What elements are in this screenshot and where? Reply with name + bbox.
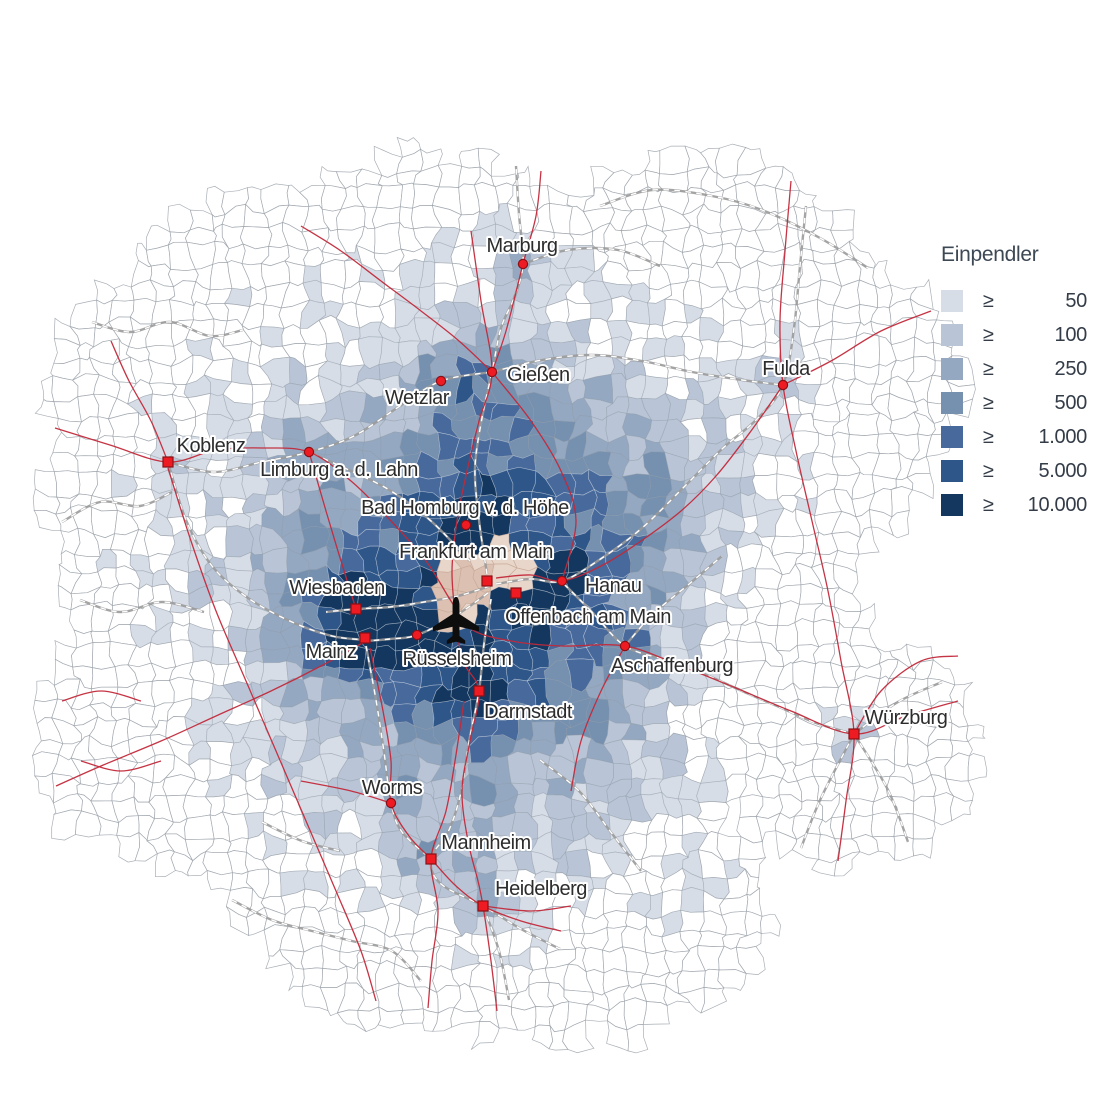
- legend-class-value: 100: [1054, 323, 1088, 346]
- legend-class-value: 5.000: [1038, 459, 1087, 482]
- legend-row: ≥250: [941, 352, 1087, 386]
- city-label: Limburg a. d. Lahn: [260, 459, 418, 481]
- legend-class-value: 1.000: [1038, 425, 1087, 448]
- legend-class-value: 250: [1054, 357, 1088, 380]
- legend-row: ≥50: [941, 284, 1087, 318]
- city-label: Koblenz: [177, 435, 246, 457]
- geq-symbol: ≥: [983, 391, 994, 414]
- city-label: Frankfurt am Main: [399, 541, 553, 563]
- city-label: Hanau: [585, 575, 641, 597]
- city-label: Gießen: [507, 364, 570, 386]
- legend: Einpendler ≥50 ≥100 ≥250 ≥500 ≥1.000 ≥5.000 ≥1…: [941, 243, 1087, 522]
- geq-symbol: ≥: [983, 289, 994, 312]
- city-label: Mainz: [306, 641, 357, 663]
- city-label: Worms: [362, 777, 423, 799]
- city-label: Würzburg: [865, 707, 948, 729]
- legend-class-value: 10.000: [1027, 493, 1088, 516]
- city-marker-dot: [619, 640, 631, 652]
- city-marker-dot: [385, 797, 397, 809]
- legend-swatch: [941, 460, 963, 482]
- city-label: Wetzlar: [385, 387, 450, 409]
- legend-swatch: [941, 290, 963, 312]
- geq-symbol: ≥: [983, 425, 994, 448]
- city-marker-dot: [460, 519, 472, 531]
- city-marker-square: [481, 575, 493, 587]
- legend-class-value: 500: [1054, 391, 1088, 414]
- legend-swatch: [941, 324, 963, 346]
- geq-symbol: ≥: [983, 459, 994, 482]
- city-label: Wiesbaden: [289, 577, 385, 599]
- city-marker-square: [425, 853, 437, 865]
- city-label: Fulda: [762, 358, 811, 380]
- city-marker-square: [848, 728, 860, 740]
- legend-row: ≥500: [941, 386, 1087, 420]
- legend-swatch: [941, 392, 963, 414]
- legend-row: ≥1.000: [941, 420, 1087, 454]
- city-label: Heidelberg: [495, 878, 587, 900]
- city-marker-dot: [556, 575, 568, 587]
- legend-row: ≥5.000: [941, 454, 1087, 488]
- city-label: Mannheim: [441, 832, 530, 854]
- city-marker-square: [477, 900, 489, 912]
- city-marker-square: [510, 587, 522, 599]
- geq-symbol: ≥: [983, 493, 994, 516]
- city-marker-square: [359, 632, 371, 644]
- city-label: Bad Homburg v. d. Höhe: [361, 497, 569, 519]
- legend-title: Einpendler: [941, 243, 1039, 266]
- legend-swatch: [941, 358, 963, 380]
- city-label: Rüsselsheim: [403, 648, 512, 670]
- city-marker-dot: [486, 366, 498, 378]
- city-markers: [162, 258, 860, 912]
- geq-symbol: ≥: [983, 323, 994, 346]
- city-marker-square: [162, 456, 174, 468]
- city-marker-dot: [777, 379, 789, 391]
- legend-row: ≥10.000: [941, 488, 1087, 522]
- legend-row: ≥100: [941, 318, 1087, 352]
- city-marker-dot: [435, 375, 447, 387]
- city-marker-square: [350, 603, 362, 615]
- road-network: [54, 170, 959, 1012]
- city-label: Marburg: [487, 235, 558, 257]
- city-marker-square: [473, 685, 485, 697]
- city-label: Offenbach am Main: [505, 606, 671, 628]
- city-marker-dot: [517, 258, 529, 270]
- legend-rows: ≥50 ≥100 ≥250 ≥500 ≥1.000 ≥5.000 ≥10.000: [941, 284, 1087, 522]
- city-marker-dot: [303, 446, 315, 458]
- airplane-icon: [433, 596, 479, 644]
- city-marker-dot: [411, 629, 423, 641]
- legend-class-value: 50: [1065, 289, 1087, 312]
- geq-symbol: ≥: [983, 357, 994, 380]
- city-label: Darmstadt: [484, 701, 573, 723]
- legend-swatch: [941, 494, 963, 516]
- city-labels: Marburg Gießen Wetzlar Fulda Koblenz Limburg …: [175, 233, 950, 902]
- city-label: Aschaffenburg: [611, 655, 733, 677]
- municipality-mosaic: [31, 136, 988, 1054]
- legend-swatch: [941, 426, 963, 448]
